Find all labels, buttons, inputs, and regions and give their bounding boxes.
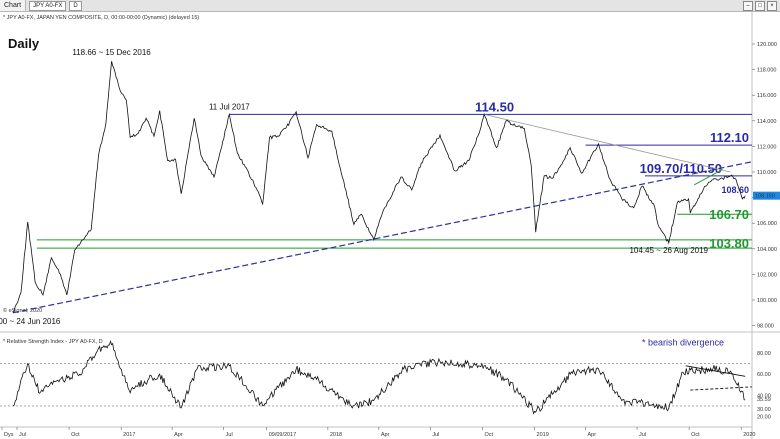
rsi-legend: * Relative Strength Index - JPY A0-FX, D: [3, 339, 103, 345]
time-tick-label: Oct: [484, 432, 493, 438]
level-label: 106.70: [709, 207, 749, 222]
time-tick-label: 2017: [123, 432, 135, 438]
price-tick-label: 104.000: [757, 247, 777, 253]
current-price-box: [753, 191, 780, 200]
time-tick-label: Apr: [174, 432, 183, 438]
price-tick-label: 114.000: [757, 119, 776, 125]
level-label: 114.50: [475, 99, 514, 114]
close-icon[interactable]: ×: [767, 0, 777, 11]
chart-tab[interactable]: Chart: [0, 0, 27, 11]
price-tick-label: 102.000: [757, 272, 777, 278]
toolbar: Chart JPY A0-FX D – □ ×: [0, 0, 780, 12]
maximize-icon[interactable]: □: [755, 0, 765, 11]
trendlines: [12, 114, 753, 314]
rsi-current-label: 35.59: [757, 397, 771, 403]
symbol-field[interactable]: JPY A0-FX: [29, 0, 67, 11]
main-legend: * JPY A0-FX, JAPAN YEN COMPOSITE, D, 00:…: [3, 15, 199, 21]
rising-wedge-line: [694, 169, 723, 186]
rsi-tick-label: 80.00: [757, 351, 771, 357]
price-tick-label: 98.000: [757, 324, 774, 330]
time-tick-label: Dys: [4, 432, 14, 438]
rsi-series: * bearish divergence: [12, 338, 753, 415]
price-axis: 98.000100.000102.000104.000106.000108.00…: [752, 42, 780, 330]
minimize-icon[interactable]: –: [743, 0, 753, 11]
price-tick-label: 118.000: [757, 68, 776, 74]
time-tick-label: 2020: [743, 432, 755, 438]
price-annotation: 118.66 ~ 15 Dec 2016: [72, 48, 151, 57]
time-tick-label: Apr: [588, 432, 597, 438]
level-label: 108.60: [721, 185, 749, 195]
price-line: [12, 61, 746, 313]
level-label: 103.80: [709, 236, 749, 251]
time-tick-label: Jul: [639, 432, 646, 438]
time-tick-label: Jul: [432, 432, 439, 438]
price-tick-label: 110.000: [757, 170, 776, 176]
price-tick-label: 112.000: [757, 144, 776, 150]
price-tick-label: 116.000: [757, 93, 776, 99]
time-axis: Dys Jul Oct 2017 Apr Jul 09/09/2017 2018 Apr Jul O…: [1, 427, 755, 438]
rsi-axis: 20.00 40.00 60.00 80.00 35.59 30.00: [757, 351, 771, 420]
time-tick-label: Jul: [226, 432, 233, 438]
price-annotation: 11 Jul 2017: [209, 102, 250, 111]
time-tick-label: Oct: [691, 432, 700, 438]
current-price-label: 108.150: [755, 194, 775, 200]
level-label: 112.10: [710, 130, 749, 145]
time-tick-label: 2019: [537, 432, 549, 438]
price-series: [12, 61, 746, 313]
chart-canvas: * JPY A0-FX, JAPAN YEN COMPOSITE, D, 00:…: [0, 12, 780, 439]
time-tick-label: 09/09/2017: [269, 432, 297, 438]
divergence-line: [685, 365, 746, 377]
rsi-line: [12, 339, 746, 415]
interval-field[interactable]: D: [69, 0, 82, 11]
time-tick-label: 2018: [330, 432, 342, 438]
price-tick-label: 106.000: [757, 221, 777, 227]
rsi-level-label: 30.00: [757, 407, 771, 413]
price-annotation: 9.00 ~ 24 Jun 2016: [0, 317, 61, 326]
divergence-annotation: * bearish divergence: [642, 338, 724, 348]
chart-title: Daily: [8, 36, 40, 51]
rsi-reference-lines: [0, 363, 752, 407]
price-annotations: 118.66 ~ 15 Dec 2016 11 Jul 2017 104.45 ~ …: [0, 48, 709, 326]
level-label: 109.70/110.50: [640, 161, 722, 176]
price-annotation: 104.45 ~ 26 Aug 2019: [629, 246, 708, 255]
window-controls: – □ ×: [743, 0, 780, 11]
time-tick-label: Apr: [381, 432, 390, 438]
rsi-tick-label: 60.00: [757, 372, 771, 378]
trendline: [484, 114, 731, 173]
rsi-tick-label: 40.00: [757, 393, 771, 399]
time-tick-label: Jul: [19, 432, 26, 438]
price-tick-label: 100.000: [757, 298, 777, 304]
time-tick-label: Oct: [71, 432, 80, 438]
price-tick-label: 120.000: [757, 42, 777, 48]
divergence-line: [690, 386, 753, 391]
rsi-tick-label: 20.00: [757, 414, 771, 420]
